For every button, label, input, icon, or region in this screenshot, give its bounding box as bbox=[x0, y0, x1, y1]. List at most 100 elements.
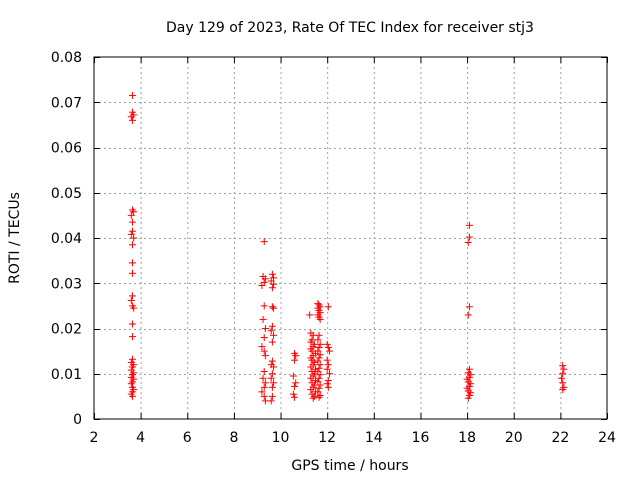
data-point bbox=[128, 355, 136, 363]
x-tick-label: 20 bbox=[505, 430, 523, 446]
x-tick-label: 4 bbox=[136, 430, 145, 446]
data-point bbox=[260, 367, 268, 375]
data-point bbox=[316, 381, 324, 389]
data-point bbox=[292, 352, 300, 360]
data-point bbox=[307, 363, 315, 371]
data-point bbox=[315, 331, 323, 339]
data-point bbox=[324, 383, 332, 391]
data-point bbox=[270, 331, 278, 339]
data-point bbox=[309, 394, 317, 402]
y-tick-label: 0.04 bbox=[51, 231, 82, 247]
data-point bbox=[259, 374, 267, 382]
tick-labels: 2 4 6 8 10 12 14 16 18 20 22 2400.010.020.030.040.0… bbox=[51, 50, 616, 446]
data-point bbox=[268, 270, 276, 278]
data-point bbox=[261, 275, 269, 283]
y-tick-label: 0.02 bbox=[51, 322, 82, 338]
data-point bbox=[323, 356, 331, 364]
data-point bbox=[267, 397, 275, 405]
data-point bbox=[326, 370, 334, 378]
data-point bbox=[464, 239, 472, 247]
data-point bbox=[316, 315, 324, 323]
data-point bbox=[127, 230, 135, 238]
data-point bbox=[270, 304, 278, 312]
data-point bbox=[315, 393, 323, 401]
data-point bbox=[128, 333, 136, 341]
data-point bbox=[128, 392, 136, 400]
data-point bbox=[289, 372, 297, 380]
data-point bbox=[315, 364, 323, 372]
data-point bbox=[260, 334, 268, 342]
data-point bbox=[559, 386, 567, 394]
x-tick-label: 2 bbox=[90, 430, 99, 446]
x-tick-label: 8 bbox=[229, 430, 238, 446]
data-point bbox=[465, 233, 473, 241]
data-point bbox=[316, 371, 324, 379]
x-tick-label: 10 bbox=[272, 430, 290, 446]
x-tick-label: 18 bbox=[458, 430, 476, 446]
y-tick-label: 0 bbox=[73, 412, 82, 428]
data-point bbox=[315, 384, 323, 392]
chart-title: Day 129 of 2023, Rate Of TEC Index for r… bbox=[166, 20, 534, 36]
data-point bbox=[291, 393, 299, 401]
x-tick-label: 6 bbox=[183, 430, 192, 446]
data-point bbox=[260, 238, 268, 246]
data-point bbox=[261, 379, 269, 387]
data-point bbox=[130, 208, 138, 216]
x-tick-label: 14 bbox=[365, 430, 383, 446]
data-point bbox=[324, 344, 332, 352]
x-tick-label: 24 bbox=[598, 430, 616, 446]
data-point bbox=[307, 386, 315, 394]
data-point bbox=[291, 382, 299, 390]
data-point bbox=[323, 380, 331, 388]
data-point bbox=[324, 361, 332, 369]
data-point bbox=[128, 259, 136, 267]
data-point bbox=[324, 377, 332, 385]
x-tick-label: 22 bbox=[551, 430, 569, 446]
data-point bbox=[268, 303, 276, 311]
data-point bbox=[268, 370, 276, 378]
data-point bbox=[130, 304, 138, 312]
data-point bbox=[465, 303, 473, 311]
data-point bbox=[268, 322, 276, 330]
data-point bbox=[268, 383, 276, 391]
data-point bbox=[127, 211, 135, 219]
data-point bbox=[130, 369, 138, 377]
x-tick-label: 12 bbox=[318, 430, 336, 446]
data-point bbox=[260, 392, 268, 400]
data-point bbox=[558, 374, 566, 382]
data-point bbox=[326, 347, 334, 355]
data-point bbox=[314, 388, 322, 396]
data-point bbox=[307, 374, 315, 382]
data-point bbox=[127, 113, 135, 121]
data-point bbox=[291, 356, 299, 364]
y-tick-label: 0.05 bbox=[51, 186, 82, 202]
data-point bbox=[128, 227, 136, 235]
data-point bbox=[127, 296, 135, 304]
data-point bbox=[128, 363, 136, 371]
data-point bbox=[268, 392, 276, 400]
y-axis-label: ROTI / TECUs bbox=[7, 192, 23, 284]
x-tick-label: 16 bbox=[412, 430, 430, 446]
data-point bbox=[128, 241, 136, 249]
data-point bbox=[306, 311, 314, 319]
data-point bbox=[316, 351, 324, 359]
data-point bbox=[323, 340, 331, 348]
data-point bbox=[128, 91, 136, 99]
y-tick-label: 0.07 bbox=[51, 95, 82, 111]
data-point bbox=[270, 363, 278, 371]
data-point bbox=[130, 234, 138, 242]
data-point bbox=[465, 221, 473, 229]
data-point bbox=[270, 379, 278, 387]
data-point bbox=[268, 284, 276, 292]
y-tick-label: 0.03 bbox=[51, 276, 82, 292]
data-point bbox=[268, 338, 276, 346]
data-point bbox=[258, 388, 266, 396]
data-point bbox=[258, 282, 266, 290]
data-point bbox=[261, 325, 269, 332]
data-point bbox=[268, 357, 276, 365]
data-point bbox=[315, 374, 323, 382]
data-point bbox=[128, 292, 136, 300]
data-point bbox=[315, 344, 323, 352]
